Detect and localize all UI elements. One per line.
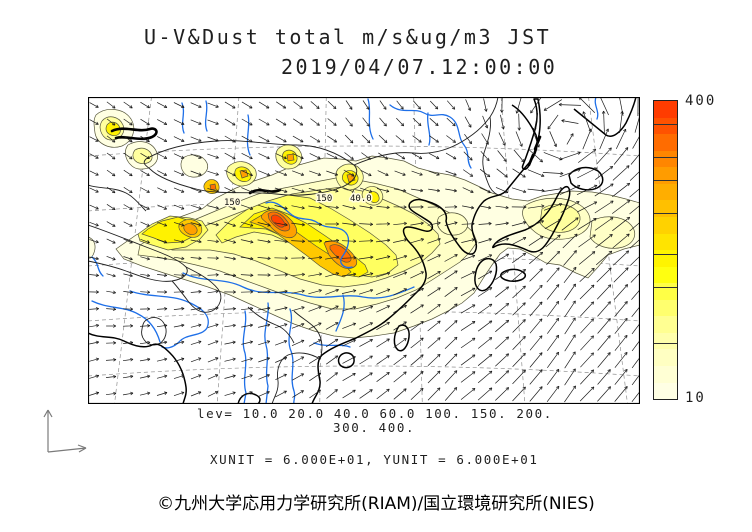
colorbar-segment (654, 150, 677, 168)
colorbar-tick (654, 286, 677, 288)
svg-text:40.0: 40.0 (350, 194, 372, 204)
colorbar-segment (654, 183, 677, 201)
colorbar-segment (654, 167, 677, 184)
colorbar-segment (654, 250, 677, 267)
colorbar-tick (654, 213, 677, 215)
colorbar-segment (654, 349, 677, 366)
unit-scaling-text: XUNIT = 6.000E+01, YUNIT = 6.000E+01 (210, 452, 539, 467)
colorbar-segment (654, 134, 677, 151)
colorbar-segment (654, 366, 677, 383)
colorbar-tick (654, 342, 677, 344)
chart-timestamp: 2019/04/07.12:00:00 (281, 55, 558, 79)
colorbar-segment (654, 283, 677, 300)
colorbar (653, 100, 678, 400)
contour-levels-line2: 300. 400. (333, 420, 416, 435)
map-canvas: 150 150 40.0 (88, 97, 640, 404)
colorbar-tick (654, 180, 677, 182)
axes-indicator-icon (43, 409, 87, 453)
colorbar-tick (654, 157, 677, 159)
chart-title: U-V&Dust total m/s&ug/m3 JST (144, 25, 552, 49)
colorbar-segment (654, 299, 677, 317)
colorbar-segment (654, 382, 677, 400)
colorbar-segment (654, 266, 677, 284)
colorbar-segment (654, 117, 677, 135)
svg-text:150: 150 (316, 194, 332, 204)
colorbar-segment (654, 200, 677, 217)
copyright-text: ©九州大学応用力学研究所(RIAM)/国立環境研究所(NIES) (157, 494, 595, 514)
colorbar-segment (654, 101, 677, 118)
colorbar-tick (654, 124, 677, 126)
colorbar-max-label: 400 (685, 93, 717, 109)
colorbar-segment (654, 332, 677, 350)
colorbar-segment (654, 233, 677, 251)
colorbar-tick (654, 254, 677, 256)
svg-text:150: 150 (224, 198, 240, 208)
colorbar-min-label: 10 (685, 390, 706, 406)
colorbar-segment (654, 316, 677, 333)
map-container: 150 150 40.0 (88, 97, 640, 404)
colorbar-segment (654, 216, 677, 234)
contour-levels-line1: lev= 10.0 20.0 40.0 60.0 100. 150. 200. (197, 406, 553, 421)
